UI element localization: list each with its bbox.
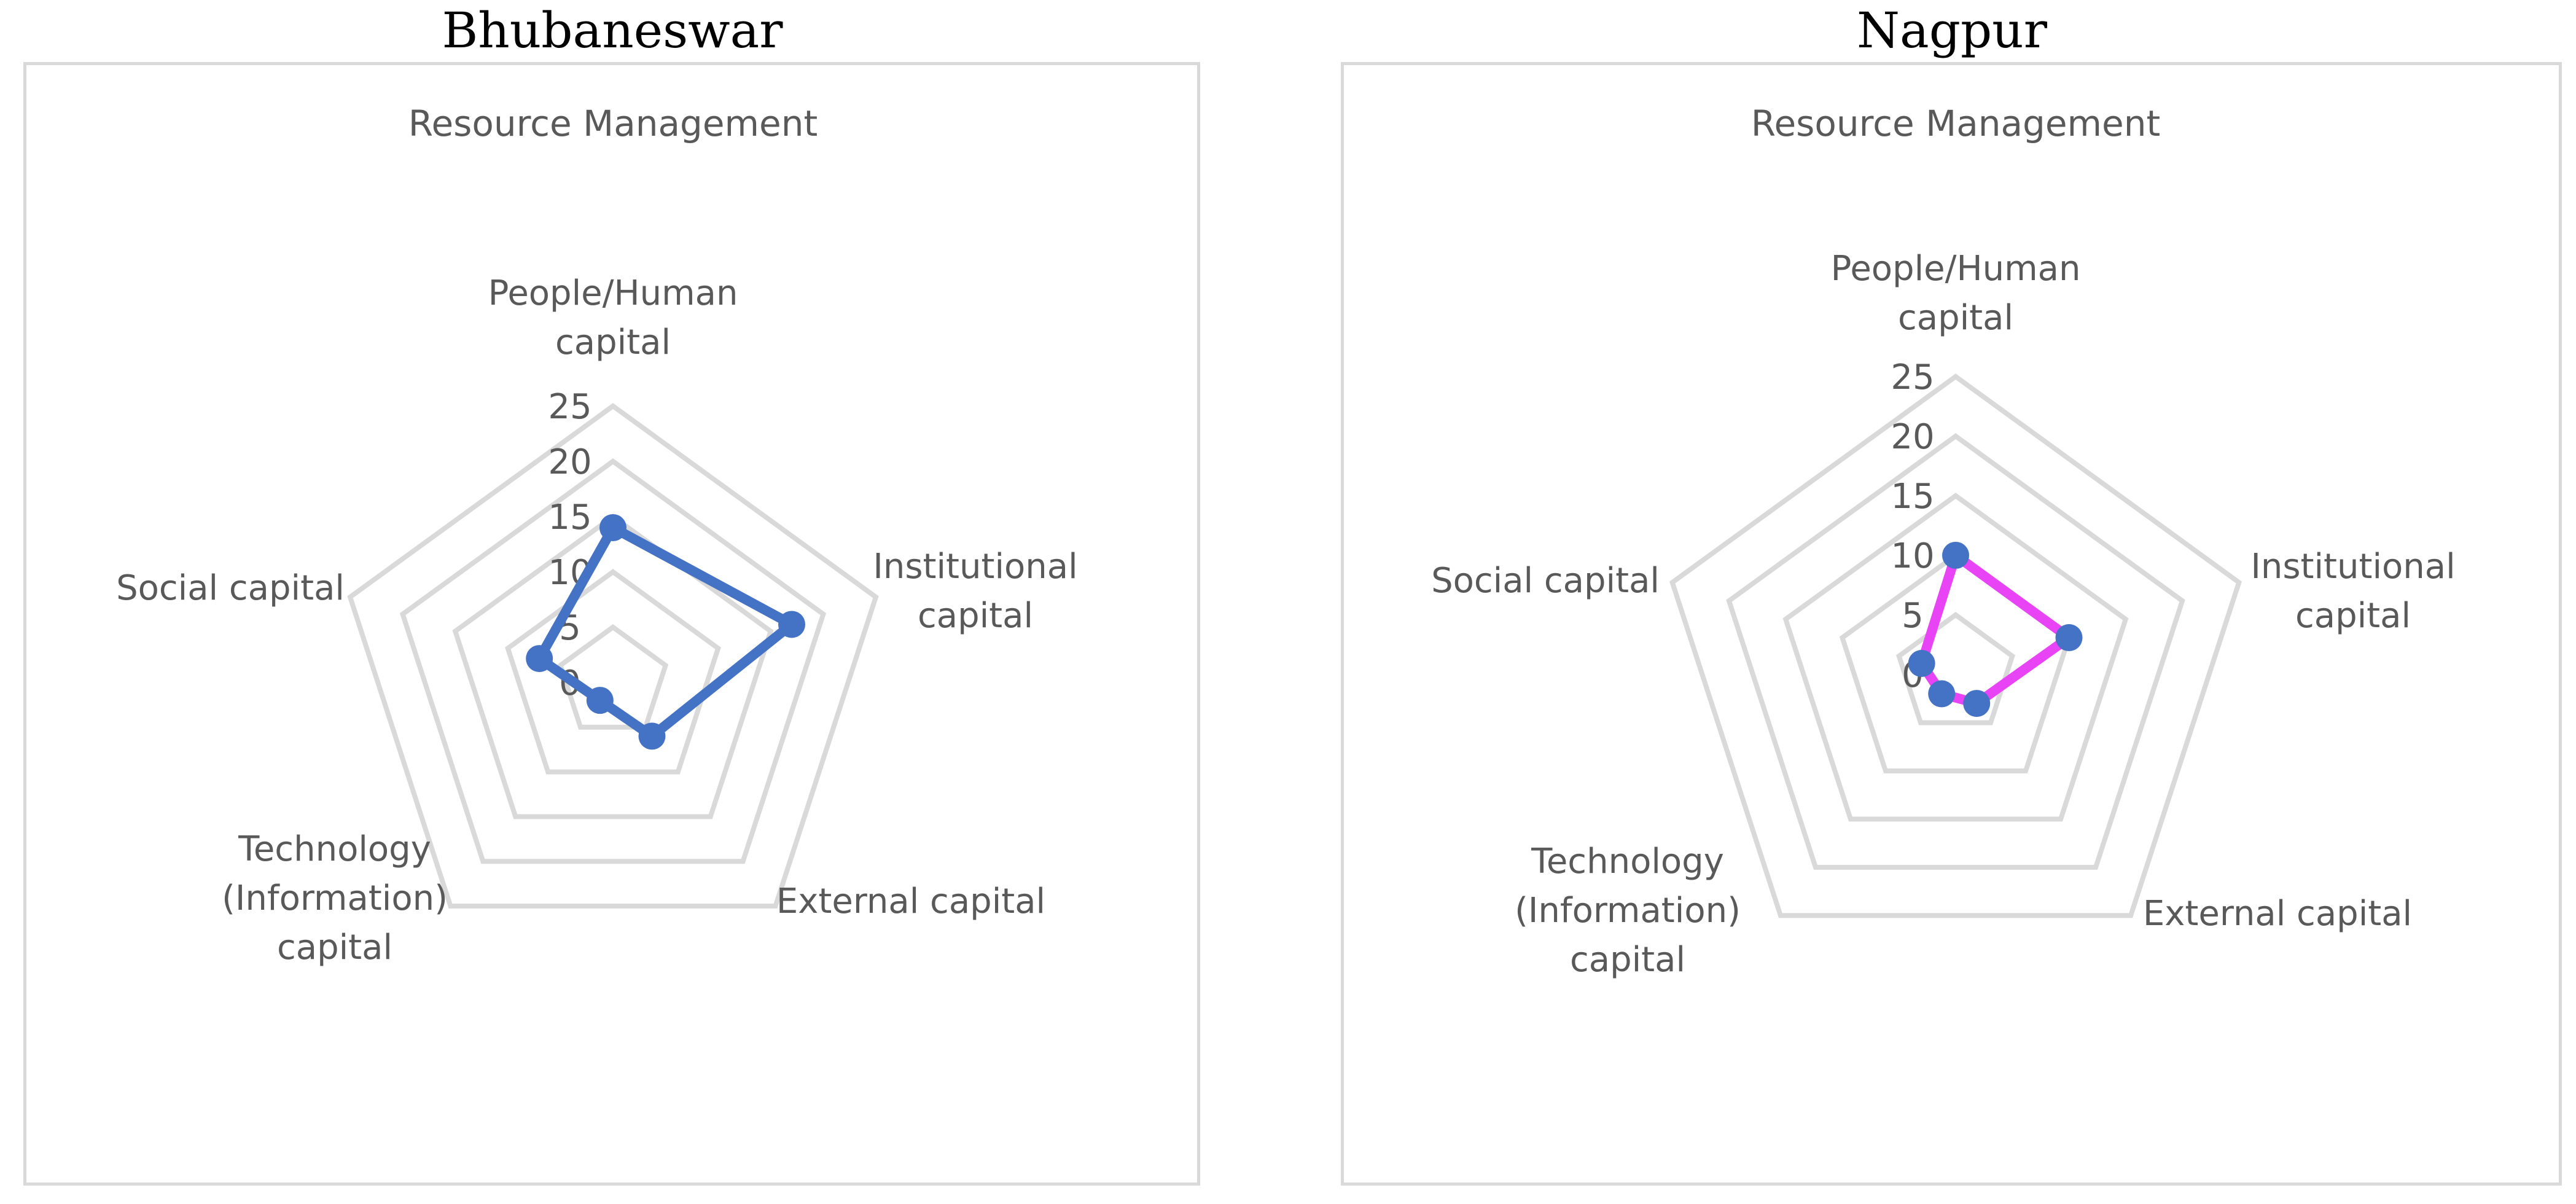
series-line <box>534 523 797 741</box>
grid-ring-5 <box>1896 612 2015 725</box>
chart-title: Resource Management <box>408 103 818 144</box>
radar-chart-bhubaneswar: Resource Management 0 5 10 15 20 25 People/Huma… <box>23 62 1200 1186</box>
radar-svg-bhubaneswar: Resource Management0510152025People/Huma… <box>116 103 1078 968</box>
city-title-nagpur: Nagpur <box>1857 2 2047 59</box>
grid-ring-20 <box>399 458 827 864</box>
data-point-people-human-capital <box>599 514 626 541</box>
tick-label-20: 20 <box>548 442 591 482</box>
grid-ring-25 <box>1669 373 2242 918</box>
grid-ring-25 <box>347 403 879 909</box>
data-point-technology-information-capital <box>586 687 614 714</box>
tick-label-15: 15 <box>1891 477 1934 517</box>
data-point-technology-information-capital <box>1928 680 1956 708</box>
city-title-bhubaneswar: Bhubaneswar <box>442 2 783 59</box>
grid-ring-5 <box>557 624 669 730</box>
series-line <box>1916 550 2074 709</box>
grid-ring-20 <box>1726 433 2185 870</box>
radar-svg-nagpur: Resource Management0510152025People/Huma… <box>1431 103 2456 980</box>
tick-label-25: 25 <box>1891 358 1934 397</box>
axis-label-social-capital: Social capital <box>116 568 345 608</box>
data-point-social-capital <box>1908 650 1935 678</box>
data-point-social-capital <box>526 645 553 673</box>
axis-label-institutional-capital: Institutional capital <box>873 547 1077 636</box>
tick-label-5: 5 <box>1902 596 1924 636</box>
axis-label-people-human-capital: People/Human capital <box>1831 249 2081 338</box>
tick-label-20: 20 <box>1891 417 1934 457</box>
axis-label-institutional-capital: Institutional capital <box>2250 547 2455 636</box>
grid-ring-15 <box>1782 493 2129 822</box>
tick-label-25: 25 <box>548 387 591 427</box>
data-point-institutional-capital <box>2055 624 2083 652</box>
data-point-external-capital <box>638 722 666 750</box>
data-point-external-capital <box>1963 690 1991 717</box>
grid-ring-15 <box>452 514 774 819</box>
axis-label-technology-information-capital: Technology (Information) capital <box>1515 842 1741 980</box>
tick-label-15: 15 <box>548 498 591 538</box>
axis-label-social-capital: Social capital <box>1431 561 1660 601</box>
radar-chart-nagpur: Resource Management 0 5 10 15 20 25 People/Huma… <box>1341 62 2562 1186</box>
chart-title: Resource Management <box>1751 103 2161 144</box>
axis-label-external-capital: External capital <box>776 882 1045 921</box>
data-point-people-human-capital <box>1942 542 1969 569</box>
data-point-institutional-capital <box>778 611 806 638</box>
grid-ring-10 <box>505 569 721 775</box>
axis-label-technology-information-capital: Technology (Information) capital <box>222 829 448 968</box>
axis-label-external-capital: External capital <box>2143 894 2412 934</box>
tick-label-10: 10 <box>1891 536 1934 576</box>
axis-label-people-human-capital: People/Human capital <box>488 273 738 362</box>
